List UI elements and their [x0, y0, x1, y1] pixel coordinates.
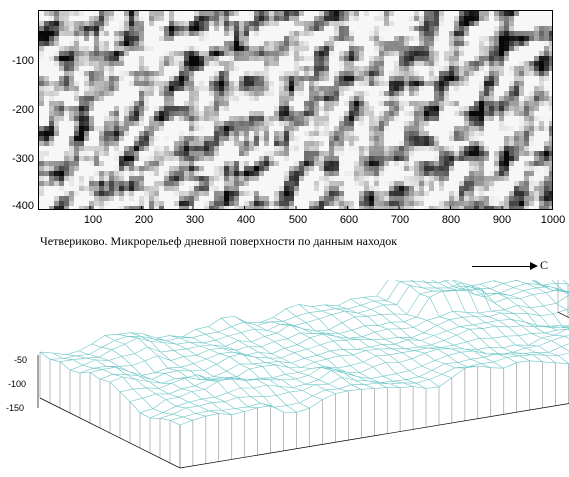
x-tick-label: 200 — [134, 214, 154, 226]
y-tick-label: -200 — [11, 104, 34, 116]
wireframe-surface-3d: -50 -100 -150 — [6, 280, 569, 469]
y-tick-label: -100 — [11, 55, 34, 67]
z-tick-label: -50 — [14, 355, 27, 365]
arrow-line — [472, 266, 532, 267]
x-tick-label: 900 — [492, 214, 512, 226]
z-tick-label: -100 — [8, 379, 26, 389]
x-tick-label: 700 — [390, 214, 410, 226]
x-tick-label: 500 — [288, 214, 308, 226]
x-tick-label: 100 — [83, 214, 103, 226]
z-tick-label: -150 — [6, 403, 24, 413]
x-tick-label: 600 — [339, 214, 359, 226]
x-tick-label: 400 — [236, 214, 256, 226]
surface-side-walls — [39, 280, 569, 468]
wall-lines — [39, 280, 569, 468]
mesh-path — [39, 280, 569, 426]
north-arrow: С — [472, 258, 562, 274]
north-label: С — [540, 258, 549, 272]
base-outline — [39, 311, 569, 469]
relief-image — [39, 11, 552, 209]
x-tick-label: 800 — [441, 214, 461, 226]
surface-axes — [37, 311, 569, 469]
shaded-relief-map — [38, 10, 553, 210]
x-tick-label: 1000 — [540, 214, 566, 226]
x-tick-label: 300 — [185, 214, 205, 226]
y-tick-label: -400 — [11, 200, 34, 212]
arrow-head-icon — [530, 262, 538, 270]
y-tick-label: -300 — [11, 153, 34, 165]
surface-mesh — [39, 280, 569, 426]
figure-caption: Четвериково. Микрорельеф дневной поверхн… — [40, 234, 398, 248]
